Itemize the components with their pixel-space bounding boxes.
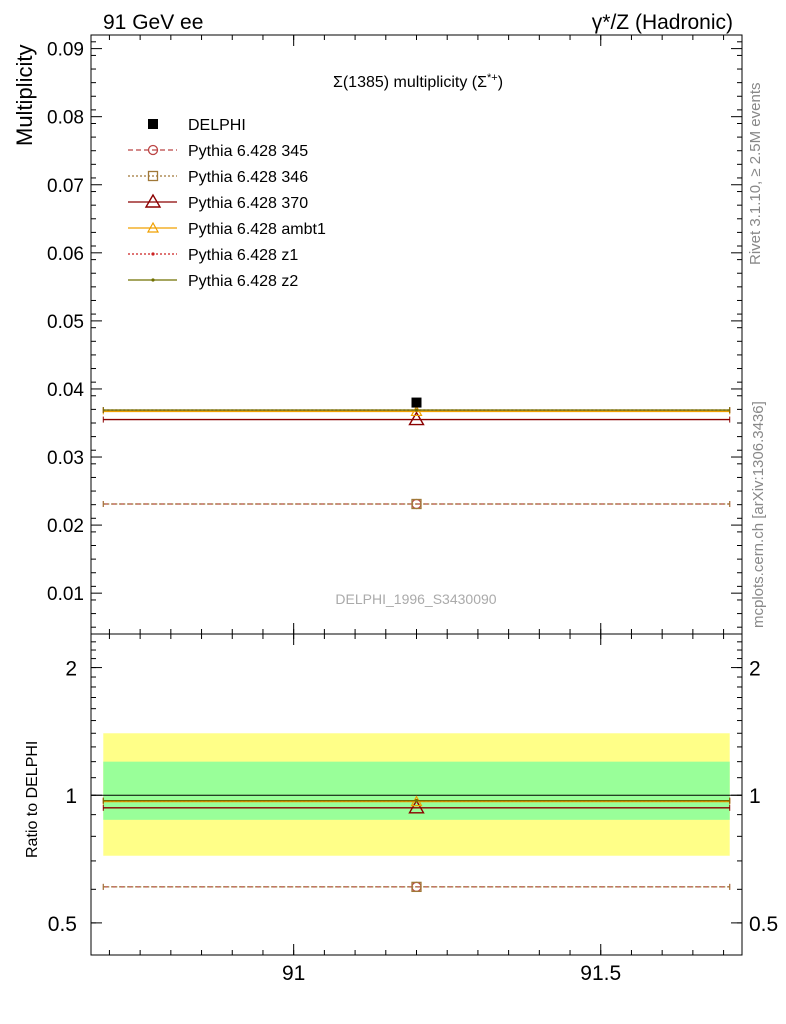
legend-marker (148, 119, 158, 129)
legend-marker (147, 170, 159, 182)
legend-label: Pythia 6.428 z2 (188, 273, 298, 290)
legend-entry: Pythia 6.428 z2 (128, 273, 298, 290)
mcplots-label: mcplots.cern.ch [arXiv:1306.3436] (750, 401, 767, 628)
legend-entry: DELPHI (148, 117, 246, 134)
legend-marker (151, 252, 155, 256)
main-y-tick-label: 0.01 (47, 584, 84, 605)
main-pythia-6-428-z2-marker (414, 408, 419, 412)
main-panel: 0.01 0.02 0.03 0.04 0.05 0.06 0.07 0.08 0.09 Σ(1… (12, 34, 743, 635)
ratio-y-axis-label: Ratio to DELPHI (24, 741, 41, 858)
legend: DELPHI Pythia 6.428 345 Pythia 6.428 346 Py… (128, 117, 326, 290)
ratio-y-tick-label-right: 0.5 (749, 913, 778, 936)
header-left-label: 91 GeV ee (103, 11, 203, 34)
delphi-data-point (411, 397, 422, 408)
ratio-pythia-6-428-370-marker (408, 799, 425, 814)
main-pythia-6-428-ambt1-marker (410, 405, 423, 417)
main-y-tick-label: 0.03 (47, 448, 84, 469)
legend-marker (144, 193, 162, 208)
main-y-tick-label: 0.06 (47, 244, 84, 265)
rivet-version-label: Rivet 3.1.10, ≥ 2.5M events (747, 83, 764, 266)
legend-marker (146, 221, 160, 233)
legend-marker (147, 144, 159, 156)
x-tick-label: 91.5 (580, 962, 621, 985)
legend-label: Pythia 6.428 z1 (188, 247, 298, 264)
legend-label: Pythia 6.428 346 (188, 169, 308, 186)
ratio-y-tick-label-right: 1 (749, 785, 761, 808)
ratio-uncertainty-band-1 (103, 761, 730, 820)
main-title: Σ(1385) multiplicity (Σ*+) (333, 72, 503, 91)
ratio-y-tick-label-left: 2 (65, 658, 77, 681)
main-pythia-6-428-370-marker (408, 411, 425, 426)
legend-label: DELPHI (188, 117, 246, 134)
ratio-y-tick-label-right: 2 (749, 658, 761, 681)
x-tick-label: 91 (282, 962, 305, 985)
watermark-label: DELPHI_1996_S3430090 (335, 591, 496, 607)
legend-marker (151, 278, 155, 282)
main-y-tick-label: 0.04 (47, 380, 84, 401)
main-y-tick-label: 0.07 (47, 176, 84, 197)
ratio-pythia-6-428-z2-marker (414, 799, 419, 803)
legend-entry: Pythia 6.428 346 (128, 169, 308, 186)
main-y-tick-label: 0.02 (47, 516, 84, 537)
legend-entry: Pythia 6.428 345 (128, 143, 308, 160)
legend-entry: Pythia 6.428 370 (128, 193, 308, 212)
ratio-y-tick-label-left: 0.5 (48, 913, 77, 936)
main-pythia-6-428-346-marker (411, 498, 422, 510)
legend-entry: Pythia 6.428 ambt1 (128, 221, 326, 238)
legend-label: Pythia 6.428 370 (188, 195, 308, 212)
ratio-y-tick-label-left: 1 (65, 785, 77, 808)
legend-entry: Pythia 6.428 z1 (128, 247, 298, 264)
main-y-axis-label: Multiplicity (12, 45, 37, 146)
ratio-pythia-6-428-346-marker (411, 881, 422, 893)
header-right-label: γ*/Z (Hadronic) (592, 11, 733, 34)
main-y-tick-label: 0.05 (47, 312, 84, 333)
legend-label: Pythia 6.428 345 (188, 143, 308, 160)
main-y-tick-label: 0.08 (47, 108, 84, 129)
main-y-tick-label: 0.09 (47, 40, 84, 61)
ratio-panel: 0.5 0.5 1 1 2 2 91 91.5 Ratio to DELPHI (24, 633, 778, 985)
legend-label: Pythia 6.428 ambt1 (188, 221, 326, 238)
